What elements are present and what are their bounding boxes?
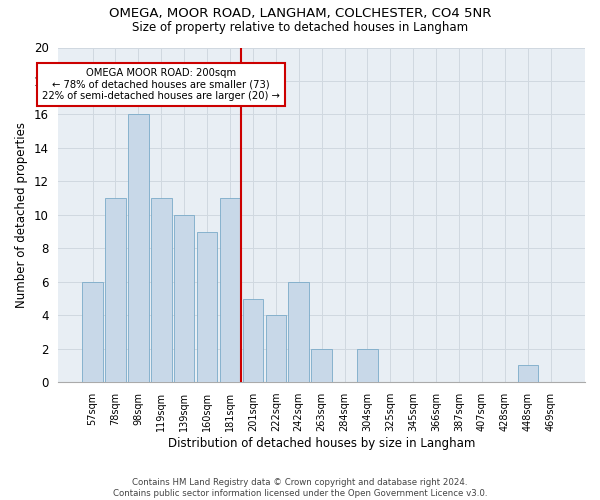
Bar [220, 198, 241, 382]
Bar [128, 114, 149, 382]
Bar [105, 198, 126, 382]
Bar [242, 298, 263, 382]
Text: OMEGA MOOR ROAD: 200sqm
← 78% of detached houses are smaller (73)
22% of semi-de: OMEGA MOOR ROAD: 200sqm ← 78% of detache… [43, 68, 280, 101]
Y-axis label: Number of detached properties: Number of detached properties [15, 122, 28, 308]
Bar [266, 316, 286, 382]
Text: OMEGA, MOOR ROAD, LANGHAM, COLCHESTER, CO4 5NR: OMEGA, MOOR ROAD, LANGHAM, COLCHESTER, C… [109, 8, 491, 20]
Bar [311, 349, 332, 382]
Bar [289, 282, 309, 382]
Bar [197, 232, 217, 382]
Bar [82, 282, 103, 382]
Bar [174, 215, 194, 382]
Bar [357, 349, 378, 382]
Text: Size of property relative to detached houses in Langham: Size of property relative to detached ho… [132, 21, 468, 34]
Bar [151, 198, 172, 382]
Text: Contains HM Land Registry data © Crown copyright and database right 2024.
Contai: Contains HM Land Registry data © Crown c… [113, 478, 487, 498]
Bar [518, 366, 538, 382]
X-axis label: Distribution of detached houses by size in Langham: Distribution of detached houses by size … [168, 437, 475, 450]
